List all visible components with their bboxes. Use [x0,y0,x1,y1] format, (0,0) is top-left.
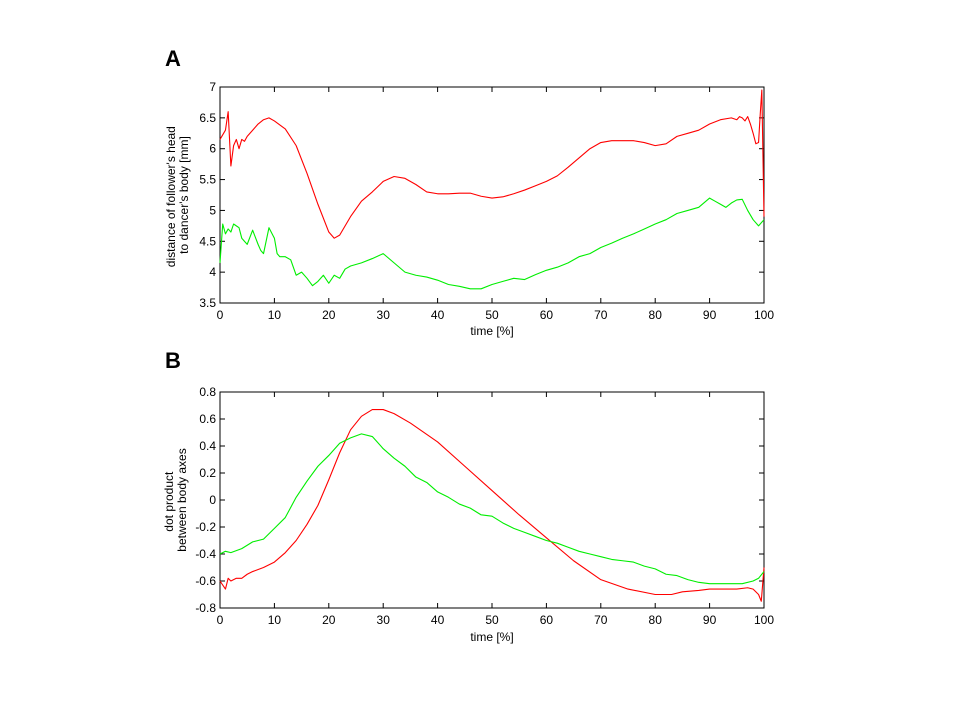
panel-a-x-tick-label: 10 [268,308,282,322]
panel-b-series [219,409,765,602]
panel-b-x-tick-label: 20 [322,613,336,627]
panel-a-x-tick-label: 90 [703,308,717,322]
panel-b-label: B [165,348,181,373]
panel-a-x-tick-label: 100 [754,308,774,322]
panel-b-y-tick-label: -0.6 [195,574,216,588]
panel-a-x-tick-label: 80 [649,308,663,322]
panel-b-x-tick-label: 40 [431,613,445,627]
panel-a-y-tick-label: 3.5 [199,296,216,310]
panel-b-x-tick-label: 90 [703,613,717,627]
panel-b-ticks: 0 10 20 30 40 50 60 70 80 90 100 -0.8 -0.6 -0.4 -0.2 0 0… [195,385,774,627]
panel-a-y-tick-label: 5.5 [199,173,216,187]
panel-a-plot-frame [219,86,765,304]
panel-b-plot-frame [219,391,765,609]
panel-b-x-tick-label: 60 [540,613,554,627]
panel-b-y-tick-label: -0.2 [195,520,216,534]
panel-b-y-axis-label: dot product between body axes [162,448,189,551]
panel-a-y-tick-label: 4 [209,265,216,279]
panel-b-x-tick-label: 100 [754,613,774,627]
panel-a-x-tick-label: 30 [377,308,391,322]
panel-a-green-series-line [219,197,765,290]
panel-b-x-tick-label: 30 [377,613,391,627]
panel-b-y-tick-label: -0.4 [195,547,216,561]
panel-a-series [219,89,765,290]
panel-a-x-tick-label: 40 [431,308,445,322]
panel-b-y-tick-label: 0 [209,493,216,507]
panel-b-red-series-line [219,409,765,602]
panel-b-green-series-line [219,433,765,585]
panel-b-y-tick-label: 0.2 [199,466,216,480]
panel-a-y-tick-label: 4.5 [199,234,216,248]
panel-b-y-tick-label: 0.6 [199,412,216,426]
panel-a-y-axis-label-line-1: distance of follower's head [164,126,178,267]
panel-a-x-tick-label: 0 [217,308,224,322]
panel-a-y-tick-label: 7 [209,80,216,94]
panel-a-y-tick-label: 5 [209,203,216,217]
panel-a-x-tick-label: 70 [594,308,608,322]
panel-a-x-tick-label: 60 [540,308,554,322]
panel-b-x-axis-label: time [%] [470,630,513,644]
panel-b-y-tick-label: -0.8 [195,601,216,615]
panel-a: A 0 10 20 30 40 50 60 70 80 90 100 3.5 4 4.5 5 5.5 6 6.5 7… [164,46,774,338]
panel-b-x-tick-label: 0 [217,613,224,627]
panel-a-y-axis-label: distance of follower's head to dancer's … [164,123,191,267]
panel-a-y-axis-label-line-2: to dancer's body [mm] [177,136,191,254]
panel-b-y-axis-label-line-1: dot product [162,471,176,532]
panel-a-x-axis-label: time [%] [470,324,513,338]
panel-b-x-tick-label: 10 [268,613,282,627]
panel-a-x-tick-label: 50 [485,308,499,322]
panel-b-x-tick-label: 70 [594,613,608,627]
panel-a-ticks: 0 10 20 30 40 50 60 70 80 90 100 3.5 4 4.5 5 5.5 6 6.5 7 [199,80,774,322]
panel-b-y-axis-label-line-2: between body axes [175,448,189,551]
panel-a-red-series-line [219,89,765,239]
panel-b-x-tick-label: 80 [649,613,663,627]
panel-b: B 0 10 20 30 40 50 60 70 80 90 100 -0.8 -0.6 -0.4 -0.2… [162,348,774,644]
panel-b-x-tick-label: 50 [485,613,499,627]
panel-b-y-tick-label: 0.8 [199,385,216,399]
panel-a-label: A [165,46,181,71]
panel-b-y-tick-label: 0.4 [199,439,216,453]
panel-a-x-tick-label: 20 [322,308,336,322]
panel-a-y-tick-label: 6 [209,142,216,156]
panel-a-y-tick-label: 6.5 [199,111,216,125]
